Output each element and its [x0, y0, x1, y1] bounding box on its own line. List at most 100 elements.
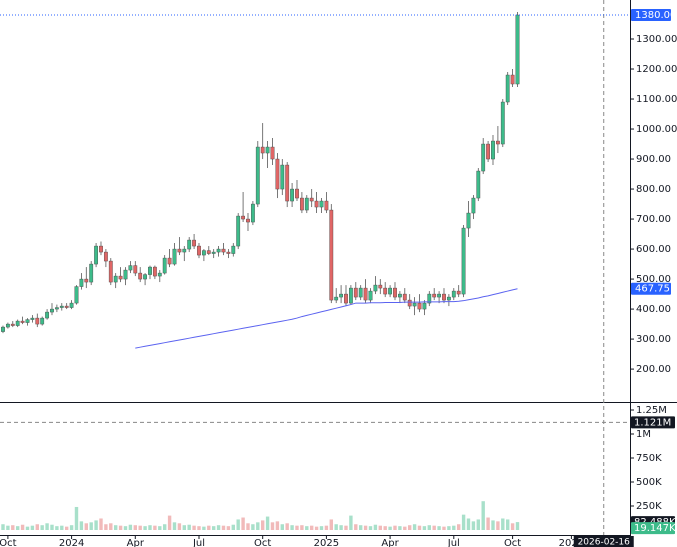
- volume-bar: [349, 515, 353, 530]
- volume-bar: [319, 526, 324, 530]
- volume-bar: [422, 526, 427, 530]
- candle-body: [50, 308, 54, 313]
- candle-body: [1, 326, 5, 332]
- candle-body: [451, 290, 456, 298]
- volume-bar: [104, 524, 108, 530]
- candle-body: [476, 170, 481, 199]
- candle-body: [442, 293, 446, 301]
- candle-body: [20, 320, 25, 323]
- y-tick-label: 1100.00: [636, 94, 677, 105]
- volume-bar: [182, 525, 186, 530]
- candle-body: [250, 203, 255, 223]
- volume-bar: [89, 522, 93, 530]
- volume-bar: [30, 525, 35, 530]
- volume-bar: [20, 524, 25, 530]
- volume-badge: [631, 522, 675, 535]
- volume-bar: [491, 520, 495, 530]
- volume-bar: [64, 526, 69, 530]
- candle-body: [378, 284, 383, 289]
- candle-body: [358, 287, 363, 298]
- candle-body: [241, 215, 245, 220]
- candle-body: [236, 215, 241, 247]
- y2-tick-label: 1M: [636, 429, 651, 440]
- y2-tick-label: 500K: [636, 477, 662, 488]
- candle-body: [353, 287, 358, 298]
- candle-body: [45, 311, 49, 319]
- volume-bar: [256, 522, 260, 530]
- volume-bar: [270, 522, 275, 530]
- price-badge: [631, 9, 671, 22]
- candle-body: [407, 299, 412, 307]
- candle-body: [437, 293, 441, 298]
- candle-body: [231, 245, 236, 254]
- volume-bar: [363, 525, 368, 530]
- volume-bar: [466, 518, 471, 530]
- candle-body: [123, 269, 128, 280]
- candle-body: [113, 275, 118, 283]
- volume-bar: [79, 521, 84, 530]
- candle-body: [304, 197, 309, 211]
- candle-body: [314, 200, 319, 208]
- candle-body: [118, 275, 123, 280]
- candle-body: [69, 302, 74, 308]
- volume-bar: [295, 525, 299, 530]
- volume-bar: [236, 519, 240, 530]
- volume-bar: [452, 525, 456, 530]
- volume-bar: [437, 526, 441, 530]
- candle-body: [471, 197, 476, 214]
- candle-body: [260, 146, 265, 154]
- candle-body: [402, 293, 407, 301]
- volume-bar: [148, 525, 152, 530]
- volume-bar: [94, 520, 98, 530]
- volume-bar: [143, 526, 147, 530]
- volume-bar: [172, 522, 177, 530]
- candle-body: [481, 143, 486, 172]
- candle-body: [265, 146, 270, 154]
- volume-bar: [324, 525, 329, 530]
- candle-body: [25, 319, 30, 323]
- volume-bar: [339, 525, 343, 530]
- volume-bar: [138, 525, 142, 530]
- volume-bar: [447, 526, 451, 530]
- candle-body: [197, 245, 201, 256]
- volume-bar: [403, 526, 407, 530]
- volume-bar: [246, 523, 250, 530]
- candle-body: [456, 290, 461, 295]
- candle-body: [221, 248, 226, 253]
- candle-body: [432, 293, 437, 298]
- candle-body: [348, 287, 353, 304]
- candle-body: [363, 287, 368, 301]
- x-tick-label: Oct: [0, 538, 17, 547]
- volume-bar: [6, 525, 10, 530]
- volume-bar: [461, 514, 466, 530]
- volume-bar: [40, 525, 44, 530]
- volume-bar: [216, 525, 221, 530]
- crosshair-date-label: 2026-02-16: [578, 538, 631, 547]
- candle-body: [84, 278, 89, 283]
- candle-body: [94, 245, 98, 265]
- volume-bar: [226, 526, 231, 530]
- y-tick-label: 200.00: [636, 364, 671, 375]
- candle-body: [500, 101, 505, 145]
- y-tick-label: 500.00: [636, 274, 671, 285]
- volume-bar: [471, 521, 476, 530]
- volume-bar: [153, 525, 157, 530]
- candle-body: [505, 74, 510, 103]
- x-tick-label: Oct: [254, 538, 271, 547]
- candle-body: [422, 302, 427, 310]
- volume-bar: [84, 523, 88, 530]
- candle-body: [299, 197, 304, 211]
- moving-average-line: [135, 288, 518, 349]
- volume-bar: [354, 524, 358, 530]
- volume-bar: [241, 517, 245, 530]
- volume-bar: [368, 526, 373, 530]
- y-tick-label: 1000.00: [636, 124, 677, 135]
- x-tick-label: Apr: [127, 538, 145, 547]
- candle-body: [446, 296, 451, 301]
- candle-body: [246, 218, 250, 223]
- candle-body: [295, 188, 299, 199]
- candle-body: [143, 274, 147, 280]
- volume-bar: [251, 524, 255, 530]
- volume-bar: [162, 524, 167, 530]
